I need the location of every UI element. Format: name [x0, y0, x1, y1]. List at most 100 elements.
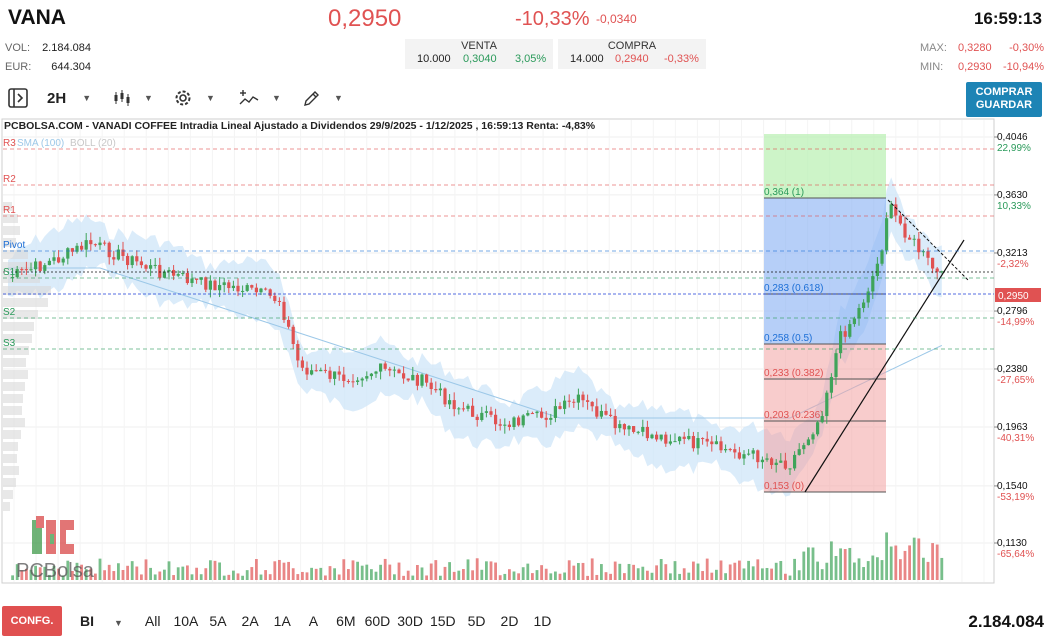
candle-body [770, 458, 774, 466]
interval-dropdown[interactable]: 2H ▼ [47, 84, 91, 112]
range-6m[interactable]: 6M [336, 613, 356, 629]
chart-canvas[interactable]: 0,364 (1) 0,283 (0.618) 0,258 (0.5) 0,233 (… [0, 118, 1058, 586]
volume-bar [719, 560, 723, 580]
range-5a[interactable]: 5A [209, 613, 227, 629]
volume-bar [383, 558, 387, 580]
candle-body [190, 278, 194, 284]
candle-body [811, 434, 815, 440]
volume-bar [448, 562, 451, 580]
candle-body [935, 268, 939, 272]
candle-body [172, 269, 176, 276]
config-button[interactable]: CONFG. [2, 606, 62, 636]
candle-body [521, 415, 525, 426]
candle-body [20, 269, 24, 271]
volume-bar [48, 574, 51, 580]
chevron-down-icon: ▼ [272, 93, 281, 103]
buy-save-button[interactable]: COMPRAR GUARDAR [966, 82, 1042, 117]
candle-body [43, 265, 47, 271]
candle-body [595, 406, 599, 417]
volume-bar [126, 565, 129, 580]
candle-body [733, 449, 737, 453]
volume-profile-bar [3, 226, 20, 235]
indicators-dropdown[interactable]: ▼ [238, 84, 281, 112]
candle-body [507, 424, 511, 427]
pcbolsa-watermark: PCBolsa [14, 516, 94, 584]
price-chart[interactable]: 0,364 (1) 0,283 (0.618) 0,258 (0.5) 0,233 (… [0, 118, 1058, 586]
y-tick-pct: -53,19% [997, 492, 1034, 503]
candle-body [448, 400, 452, 405]
candle-body [126, 255, 130, 266]
volume-bar [623, 573, 626, 580]
candle-body [310, 370, 314, 375]
volume-bar [393, 574, 396, 580]
bi-dropdown[interactable]: BI ▼ [80, 613, 123, 629]
volume-bar [839, 548, 842, 580]
toggle-panel-button[interactable] [7, 84, 29, 112]
volume-profile-bar [3, 202, 12, 211]
candle-body [894, 204, 898, 216]
candle-body [604, 410, 608, 415]
volume-bar [908, 545, 911, 580]
volume-bar [618, 563, 622, 580]
volume-label: VOL: [5, 42, 31, 54]
range-2d[interactable]: 2D [500, 613, 519, 629]
candle-body [84, 240, 88, 250]
fib-label: 0,283 (0.618) [764, 283, 824, 294]
volume-bar [222, 575, 226, 580]
volume-bar [710, 572, 714, 580]
volume-bar [669, 573, 672, 580]
chart-type-dropdown[interactable]: ▼ [112, 84, 153, 112]
volume-bar [627, 563, 631, 580]
volume-bar [807, 547, 810, 580]
range-15d[interactable]: 15D [429, 613, 456, 629]
buy-button-line2: GUARDAR [975, 99, 1033, 111]
range-2a[interactable]: 2A [241, 613, 259, 629]
range-1a[interactable]: 1A [273, 613, 291, 629]
range-30d[interactable]: 30D [397, 613, 423, 629]
candle-body [346, 380, 350, 382]
fib-label: 0,233 (0.382) [764, 368, 824, 379]
volume-bar [586, 575, 589, 580]
range-1d[interactable]: 1D [533, 613, 552, 629]
volume-bar [29, 569, 33, 580]
volume-bar [572, 565, 576, 580]
candle-body [641, 426, 645, 432]
range-5d[interactable]: 5D [467, 613, 486, 629]
volume-profile-bar [3, 394, 23, 403]
volume-bar [701, 571, 704, 580]
volume-bar [885, 532, 888, 580]
y-tick-label: 0,1130 [997, 538, 1027, 549]
settings-dropdown[interactable]: ▼ [172, 84, 215, 112]
candle-body [875, 263, 879, 277]
volume-bar [793, 558, 796, 580]
volume-bar [103, 570, 106, 580]
candle-body [742, 454, 746, 459]
candle-body [544, 417, 548, 420]
volume-bar [158, 571, 162, 580]
panel-toggle-icon [8, 88, 28, 108]
candle-body [866, 291, 870, 303]
drawing-tools-dropdown[interactable]: ▼ [302, 84, 343, 112]
volume-bar [554, 571, 557, 580]
range-all[interactable]: All [144, 613, 161, 629]
volume-profile-bar [3, 238, 16, 247]
candle-body [576, 394, 580, 403]
volume-profile-bar [3, 430, 21, 439]
candle-body [135, 256, 139, 262]
candle-body [471, 405, 475, 417]
range-60d[interactable]: 60D [364, 613, 391, 629]
candle-body [116, 249, 120, 260]
y-tick-label: 0,3213 [997, 248, 1028, 259]
volume-bar [747, 560, 750, 580]
candle-body [498, 424, 502, 426]
candle-body [825, 392, 829, 417]
range-10a[interactable]: 10A [173, 613, 199, 629]
chevron-down-icon: ▼ [206, 93, 215, 103]
volume-bar [600, 564, 603, 580]
candle-body [250, 285, 254, 288]
range-a[interactable]: A [308, 613, 319, 629]
candle-body [66, 248, 70, 259]
candle-body [241, 290, 245, 292]
candle-body [590, 401, 594, 407]
fib-zone-upper [764, 198, 886, 344]
